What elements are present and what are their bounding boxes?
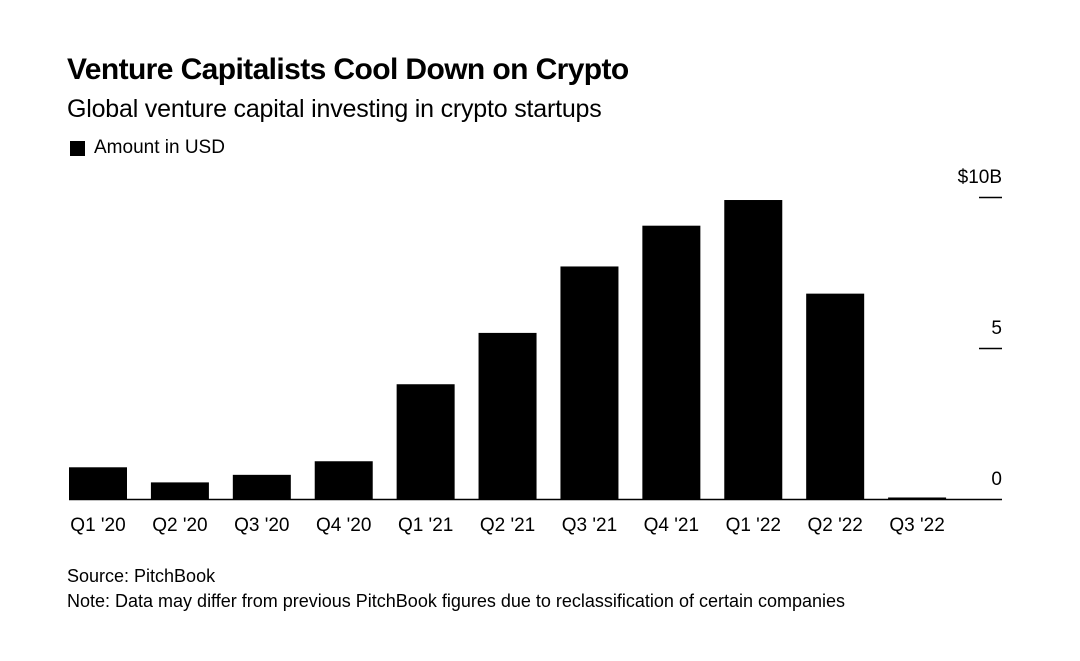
- x-tick-label: Q2 '22: [807, 515, 862, 536]
- x-tick-label: Q4 '20: [316, 515, 371, 536]
- legend: Amount in USD: [70, 137, 225, 159]
- x-tick-label: Q3 '20: [234, 515, 289, 536]
- x-tick-label: Q2 '21: [480, 515, 535, 536]
- bar-3: [314, 461, 373, 499]
- legend-swatch: [70, 140, 85, 156]
- bar-0: [69, 467, 127, 499]
- legend-label: Amount in USD: [94, 137, 225, 158]
- x-tick-label: Q1 '22: [726, 515, 781, 536]
- bars-group: [69, 200, 1002, 501]
- bar-10: [888, 497, 947, 499]
- bar-2: [232, 474, 291, 499]
- note-text: Note: Data may differ from previous Pitc…: [67, 591, 846, 611]
- x-tick-label: Q1 '20: [70, 515, 125, 536]
- x-tick-label: Q2 '20: [152, 515, 207, 536]
- bar-6: [560, 266, 619, 499]
- y-tick-label: $10B: [958, 167, 1002, 188]
- x-axis: Q1 '20 Q2 '20 Q3 '20 Q4 '20 Q1 '21 Q2 '21 Q3 '…: [70, 515, 944, 536]
- bar-4: [396, 384, 455, 499]
- source-text: Source: PitchBook: [67, 566, 216, 586]
- chart-subtitle: Global venture capital investing in cryp…: [67, 95, 602, 123]
- x-tick-label: Q3 '21: [562, 515, 617, 536]
- bar-1: [150, 482, 209, 499]
- bar-8: [724, 200, 783, 499]
- x-tick-label: Q4 '21: [644, 515, 699, 536]
- bar-9: [806, 293, 865, 499]
- y-tick-label: 0: [991, 469, 1002, 490]
- x-tick-label: Q3 '22: [889, 515, 944, 536]
- y-tick-label: 5: [991, 318, 1002, 339]
- chart-title: Venture Capitalists Cool Down on Crypto: [67, 53, 629, 86]
- bar-5: [478, 332, 537, 499]
- x-tick-label: Q1 '21: [398, 515, 453, 536]
- y-axis: $10B 5 0: [958, 167, 1002, 490]
- bar-7: [642, 225, 701, 499]
